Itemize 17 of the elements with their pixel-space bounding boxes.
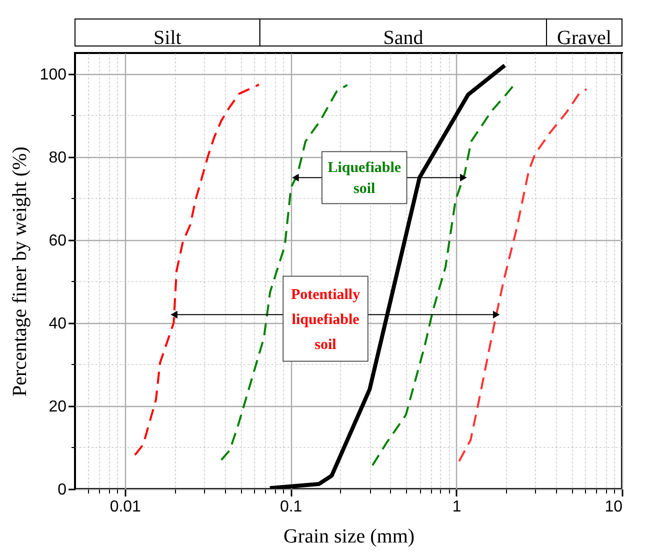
x-tick-label: 0.1 [280,498,302,516]
x-axis-title: Grain size (mm) [283,526,415,548]
y-tick-label: 20 [48,398,67,416]
text: Sand [383,27,424,49]
x-tick-label: 1 [452,498,462,516]
text: Silt [154,27,182,49]
x-tick-label: 0.01 [110,498,142,516]
text: Gravel [557,27,612,49]
y-tick-label: 60 [48,232,67,250]
annotation: Liquefiable soil [328,160,402,198]
y-tick-label: 0 [58,482,67,498]
annotation: Potentially liquefiable soil [290,286,361,353]
y-axis-title: Percentage finer by weight (%) [8,146,31,396]
y-tick-label: 80 [48,149,67,166]
x-tick-label: 10 [604,498,623,516]
y-tick-label: 100 [40,66,67,84]
y-tick-label: 40 [48,315,67,332]
